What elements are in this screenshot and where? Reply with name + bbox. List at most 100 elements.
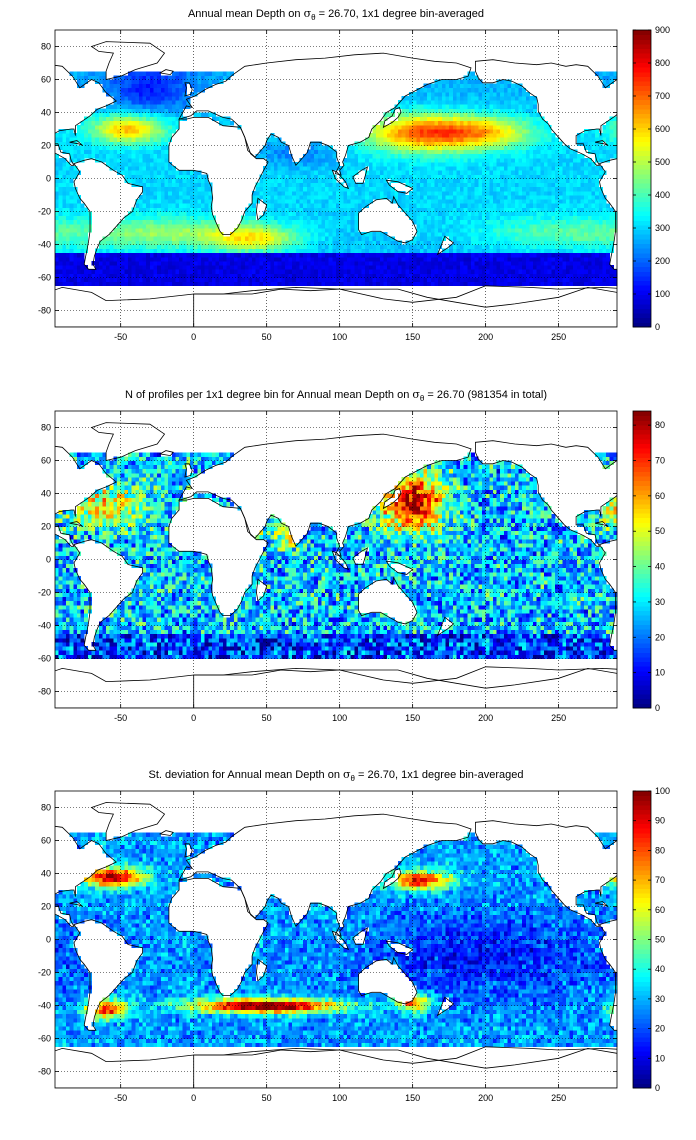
heatmap-cell — [434, 203, 439, 208]
heatmap-cell — [357, 195, 362, 200]
heatmap-cell — [554, 162, 560, 167]
heatmap-cell — [441, 203, 446, 208]
heatmap-cell — [65, 149, 70, 155]
heatmap-cell — [398, 166, 403, 171]
heatmap-cell — [208, 232, 213, 237]
heatmap-cell — [69, 141, 74, 146]
heatmap-cell — [507, 269, 512, 274]
heatmap-cell — [95, 141, 100, 146]
heatmap-cell — [503, 182, 508, 188]
heatmap-cell — [383, 129, 388, 134]
heatmap-cell — [544, 207, 549, 212]
heatmap-cell — [98, 124, 103, 130]
heatmap-cell — [80, 137, 85, 142]
heatmap-cell — [408, 265, 414, 270]
heatmap-cell — [489, 244, 494, 250]
heatmap-cell — [503, 215, 508, 221]
heatmap-cell — [76, 273, 81, 278]
heatmap-cell — [573, 203, 578, 208]
heatmap-cell — [248, 236, 253, 241]
heatmap-cell — [500, 174, 505, 179]
heatmap-cell — [544, 261, 549, 266]
heatmap-cell — [295, 203, 300, 208]
heatmap-cell — [153, 265, 158, 270]
heatmap-cell — [474, 182, 479, 188]
heatmap-cell — [591, 223, 596, 229]
heatmap-cell — [336, 252, 341, 258]
heatmap-cell — [95, 133, 100, 138]
heatmap-cell — [135, 256, 140, 262]
heatmap-cell — [160, 182, 165, 188]
heatmap-cell — [390, 277, 395, 283]
heatmap-cell — [149, 269, 154, 274]
heatmap-cell — [485, 137, 490, 142]
heatmap-cell — [317, 273, 322, 278]
heatmap-cell — [423, 129, 428, 134]
heatmap-cell — [441, 273, 446, 278]
heatmap-cell — [503, 281, 508, 287]
heatmap-cell — [314, 236, 319, 241]
heatmap-cell — [573, 252, 578, 258]
heatmap-cell — [332, 207, 337, 212]
heatmap-cell — [569, 207, 574, 212]
heatmap-cell — [171, 236, 176, 241]
heatmap-cell — [237, 265, 242, 270]
heatmap-cell — [525, 149, 530, 155]
heatmap-cell — [518, 190, 523, 196]
heatmap-cell — [263, 240, 268, 245]
heatmap-cell — [182, 186, 187, 192]
heatmap-cell — [463, 219, 468, 225]
heatmap-cell — [131, 281, 136, 287]
heatmap-cell — [376, 236, 381, 241]
heatmap-cell — [569, 174, 574, 179]
heatmap-cell — [496, 149, 501, 155]
heatmap-cell — [146, 149, 151, 155]
heatmap-cell — [507, 182, 512, 188]
heatmap-cell — [518, 265, 523, 270]
heatmap-cell — [310, 269, 315, 274]
heatmap-cell — [361, 261, 366, 266]
heatmap-cell — [76, 211, 81, 217]
heatmap-cell — [266, 228, 271, 233]
heatmap-cell — [471, 203, 476, 208]
heatmap-cell — [328, 157, 333, 163]
heatmap-cell — [554, 265, 560, 270]
heatmap-cell — [492, 277, 497, 283]
heatmap-cell — [73, 265, 78, 270]
heatmap-cell — [149, 186, 154, 192]
heatmap-cell — [237, 273, 242, 278]
heatmap-cell — [518, 228, 523, 233]
heatmap-cell — [200, 256, 206, 262]
heatmap-cell — [467, 153, 472, 159]
heatmap-cell — [73, 203, 78, 208]
heatmap-cell — [102, 244, 107, 250]
heatmap-cell — [449, 157, 454, 163]
heatmap-cell — [405, 256, 410, 262]
heatmap-cell — [314, 186, 319, 192]
heatmap-cell — [361, 166, 366, 171]
heatmap-cell — [507, 149, 512, 155]
heatmap-cell — [569, 240, 574, 245]
heatmap-cell — [343, 215, 348, 221]
heatmap-cell — [69, 236, 74, 241]
heatmap-cell — [266, 281, 271, 287]
heatmap-cell — [492, 203, 497, 208]
heatmap-cell — [106, 145, 111, 151]
heatmap-cell — [591, 273, 596, 278]
heatmap-cell — [233, 236, 238, 241]
heatmap-cell — [263, 153, 268, 159]
heatmap-cell — [175, 277, 180, 283]
heatmap-cell — [102, 256, 107, 262]
heatmap-cell — [252, 215, 257, 221]
heatmap-cell — [525, 252, 530, 258]
heatmap-cell — [87, 133, 92, 138]
heatmap-cell — [197, 252, 202, 258]
heatmap-cell — [558, 269, 563, 274]
heatmap-cell — [536, 232, 541, 237]
heatmap-cell — [306, 153, 311, 159]
heatmap-cell — [138, 248, 143, 254]
heatmap-cell — [295, 178, 300, 184]
heatmap-cell — [277, 244, 282, 250]
heatmap-cell — [146, 236, 151, 241]
heatmap-cell — [536, 157, 541, 163]
